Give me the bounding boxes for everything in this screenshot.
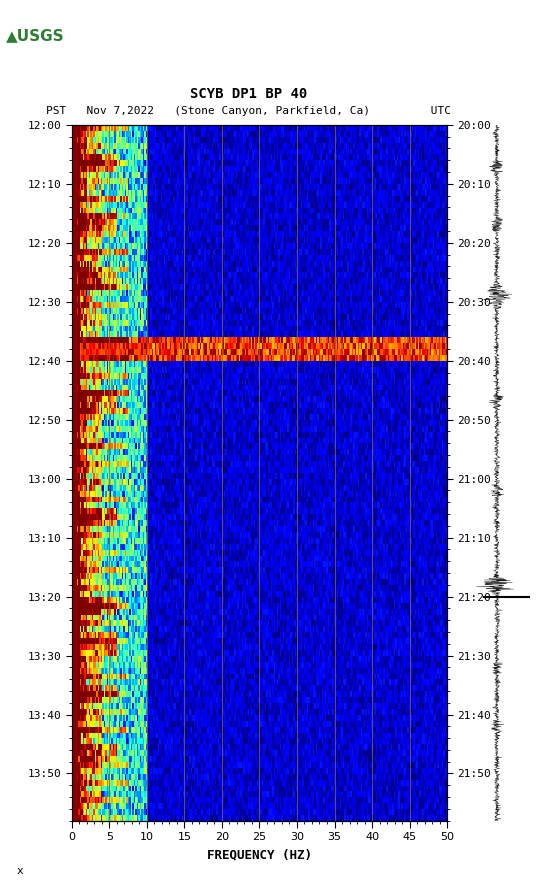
Text: x: x	[17, 866, 23, 876]
X-axis label: FREQUENCY (HZ): FREQUENCY (HZ)	[207, 848, 312, 861]
Text: ▲USGS: ▲USGS	[6, 29, 64, 43]
Text: PST   Nov 7,2022   (Stone Canyon, Parkfield, Ca)         UTC: PST Nov 7,2022 (Stone Canyon, Parkfield,…	[46, 106, 451, 117]
Text: SCYB DP1 BP 40: SCYB DP1 BP 40	[190, 87, 307, 101]
Bar	[68, 125, 76, 821]
